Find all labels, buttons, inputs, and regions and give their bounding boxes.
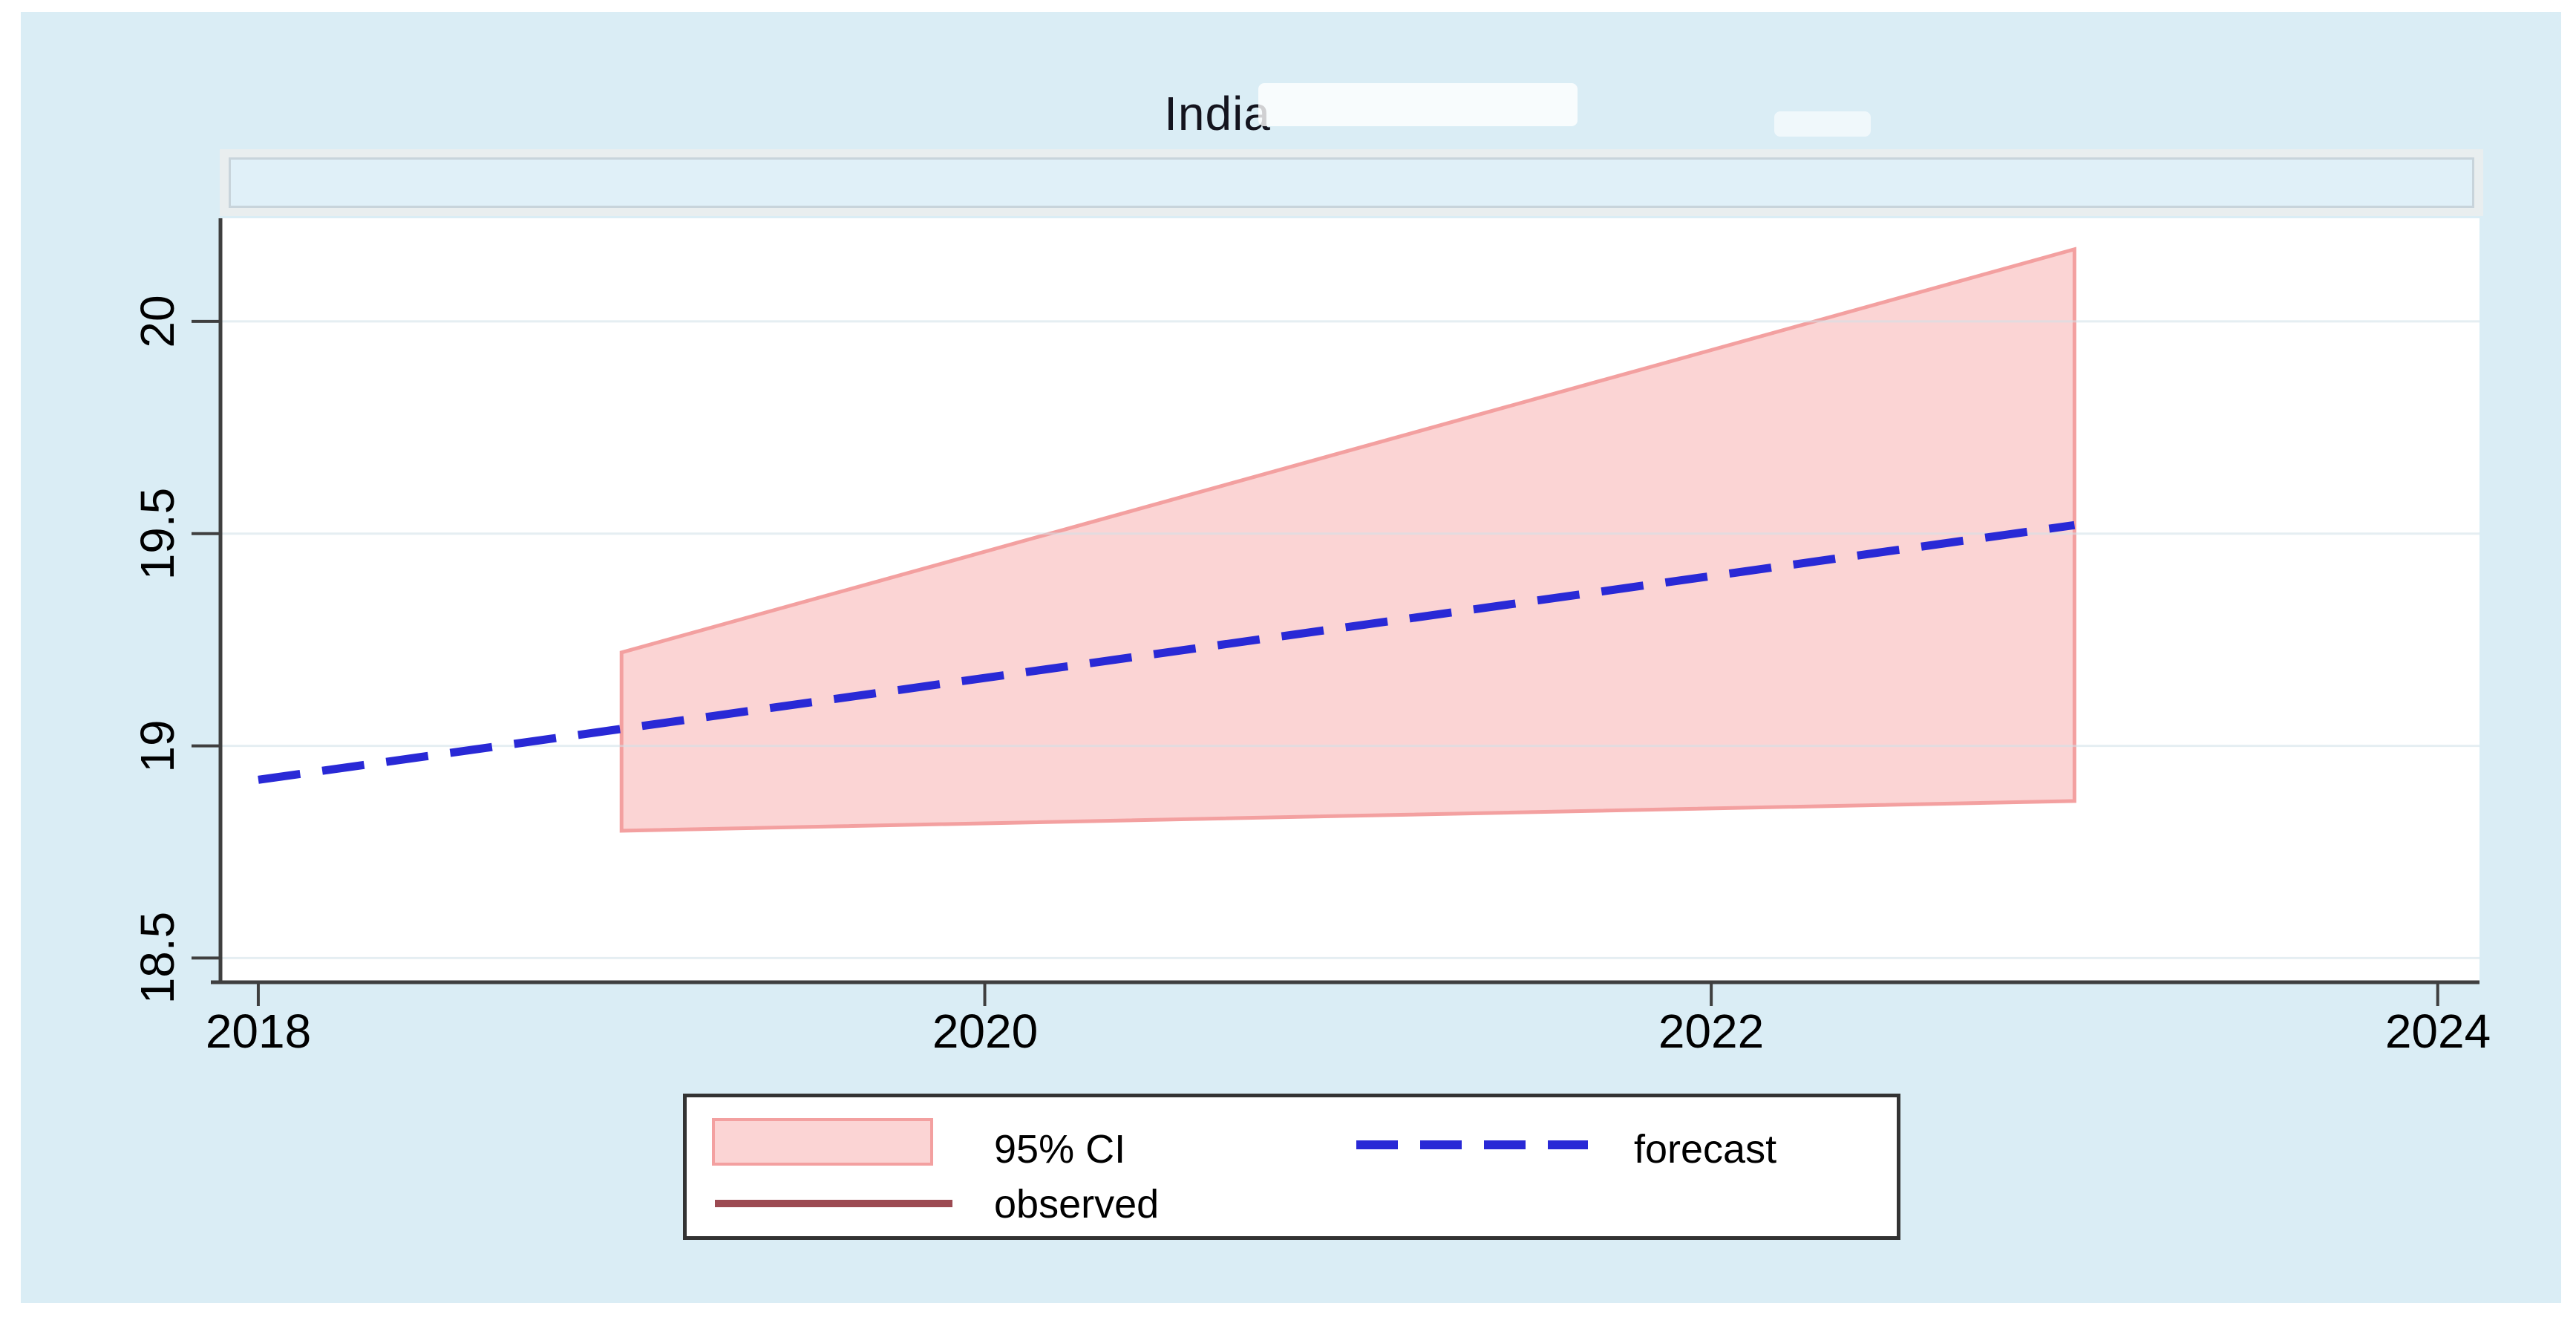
erased-text-artifact [1258, 83, 1578, 126]
forecast-line-swatch [1353, 1136, 1591, 1154]
ci-band-swatch [712, 1118, 933, 1166]
chart-title: India [1164, 87, 1271, 140]
y-tick-label: 19.5 [131, 487, 184, 581]
plot-area [222, 218, 2479, 982]
y-tick-label: 19 [131, 719, 184, 773]
observed-line-swatch [715, 1200, 952, 1207]
y-tick-label: 20 [131, 295, 184, 348]
subtitle-strip [220, 149, 2483, 216]
legend-label-observed: observed [994, 1182, 1160, 1227]
legend-label-ci: 95% CI [994, 1127, 1126, 1172]
x-tick-label: 2022 [1658, 1005, 1765, 1058]
x-tick-label: 2024 [2384, 1005, 2491, 1058]
legend-label-forecast: forecast [1634, 1127, 1777, 1172]
legend-box: 95% CI forecast observed [683, 1094, 1900, 1240]
x-tick-label: 2018 [205, 1005, 312, 1058]
subtitle-strip-box [229, 157, 2474, 208]
x-tick-label: 2020 [932, 1005, 1039, 1058]
erased-text-artifact [1774, 111, 1871, 137]
